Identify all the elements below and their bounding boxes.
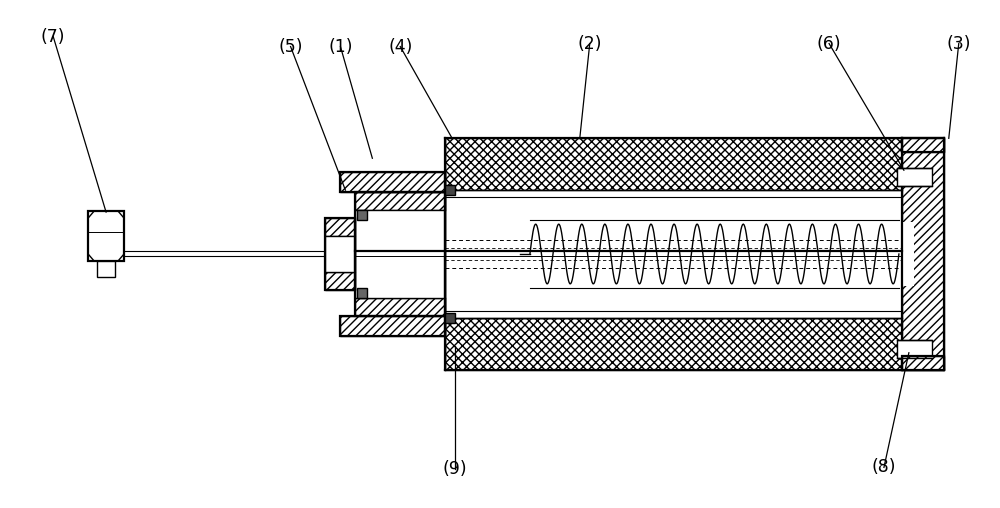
Bar xyxy=(355,192,445,316)
Bar xyxy=(355,210,445,298)
Bar xyxy=(902,356,944,370)
Bar xyxy=(445,185,455,195)
Text: (8): (8) xyxy=(872,458,896,477)
Text: (3): (3) xyxy=(946,35,971,52)
Bar xyxy=(902,138,944,370)
Text: (6): (6) xyxy=(817,35,841,52)
Bar xyxy=(340,172,445,192)
Bar xyxy=(897,168,932,186)
Bar xyxy=(515,222,914,286)
Text: (5): (5) xyxy=(278,38,303,55)
Bar xyxy=(325,218,355,290)
Text: (1): (1) xyxy=(328,38,353,55)
Bar xyxy=(445,138,902,190)
Bar xyxy=(445,318,902,370)
Bar xyxy=(97,261,115,277)
Bar xyxy=(340,172,445,192)
Bar xyxy=(88,211,124,261)
Bar xyxy=(340,316,445,336)
Bar xyxy=(897,340,932,358)
Bar xyxy=(902,138,944,152)
Bar xyxy=(355,298,445,316)
Bar xyxy=(325,218,355,236)
Bar xyxy=(325,272,355,290)
Bar xyxy=(325,236,355,272)
Bar xyxy=(902,356,944,370)
Bar xyxy=(902,138,944,152)
Text: (9): (9) xyxy=(443,460,467,479)
Bar xyxy=(357,210,367,220)
Bar xyxy=(340,316,445,336)
Text: (7): (7) xyxy=(41,27,65,46)
Text: (4): (4) xyxy=(388,38,412,55)
Bar xyxy=(445,190,902,318)
Text: (2): (2) xyxy=(578,35,602,52)
Bar xyxy=(355,192,445,210)
Bar xyxy=(445,313,455,323)
Bar xyxy=(357,288,367,298)
